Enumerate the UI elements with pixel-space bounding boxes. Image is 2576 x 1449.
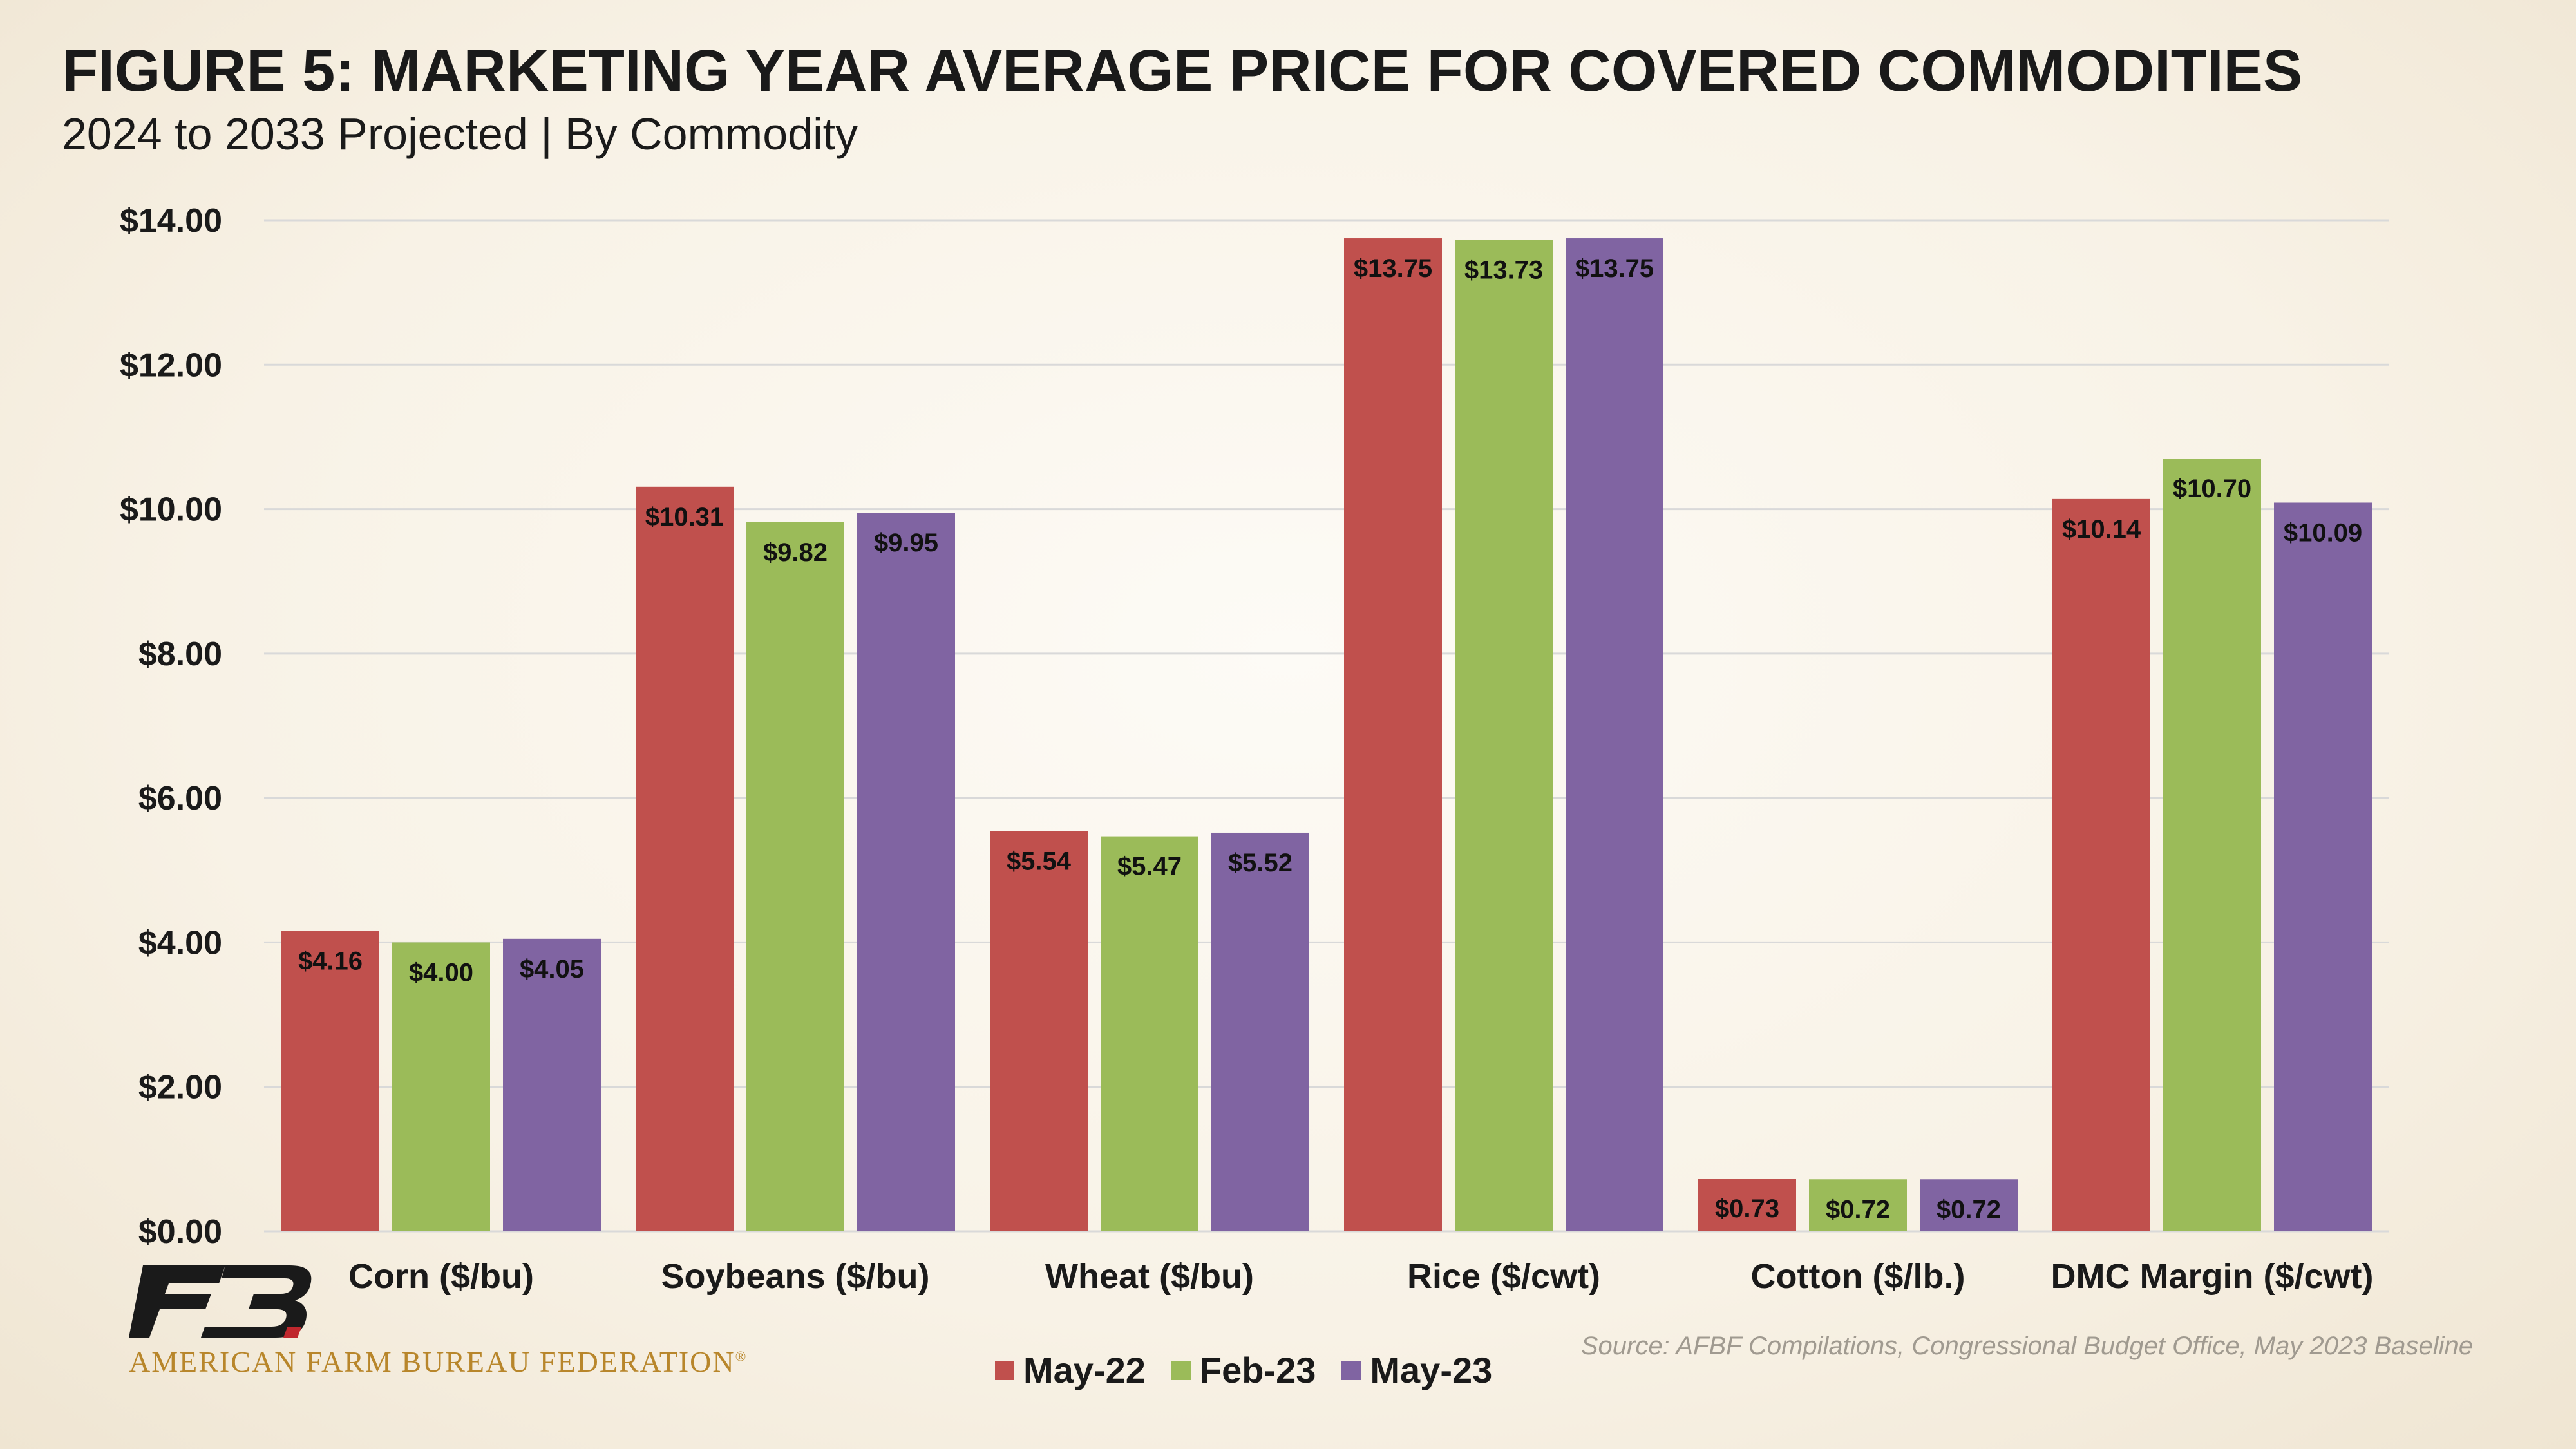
chart-title: FIGURE 5: MARKETING YEAR AVERAGE PRICE F… <box>62 38 2303 104</box>
bar <box>2052 498 2150 1232</box>
data-label: $9.82 <box>763 538 828 567</box>
data-label: $0.73 <box>1715 1195 1779 1223</box>
legend-swatch-may-22 <box>995 1360 1014 1380</box>
data-label: $10.09 <box>2284 518 2362 547</box>
legend-label-may-22: May-22 <box>1023 1350 1146 1390</box>
data-label: $4.00 <box>409 958 473 987</box>
x-tick-label: Cotton ($/lb.) <box>1751 1257 1965 1296</box>
y-tick-label: $4.00 <box>138 924 222 961</box>
bar <box>1101 836 1198 1231</box>
data-label: $9.95 <box>874 529 938 557</box>
data-label: $0.72 <box>1826 1195 1890 1224</box>
data-label: $13.75 <box>1354 254 1432 283</box>
bar <box>1920 1179 2018 1231</box>
data-label: $13.75 <box>1575 254 1654 283</box>
x-tick-label: Corn ($/bu) <box>348 1257 534 1296</box>
y-tick-label: $12.00 <box>120 346 222 384</box>
x-tick-label: DMC Margin ($/cwt) <box>2050 1257 2373 1296</box>
legend-item-feb-23: Feb-23 <box>1171 1349 1316 1391</box>
y-tick-label: $0.00 <box>138 1213 222 1251</box>
data-label: $4.16 <box>298 947 363 975</box>
bar <box>1211 832 1309 1231</box>
x-tick-label: Soybeans ($/bu) <box>661 1257 929 1296</box>
data-labels: $4.16 $4.00 $4.05 $10.31 $9.82 $9.95 $5.54 $5.4… <box>298 254 2362 1224</box>
fb-logo-icon <box>129 1265 312 1338</box>
x-tick-label: Rice ($/cwt) <box>1407 1257 1600 1296</box>
bar <box>636 486 734 1231</box>
bar <box>746 522 844 1232</box>
bar <box>281 931 379 1231</box>
legend-label-feb-23: Feb-23 <box>1199 1350 1316 1390</box>
data-label: $10.31 <box>645 503 724 531</box>
y-tick-label: $6.00 <box>138 780 222 817</box>
legend: May-22 Feb-23 May-23 <box>995 1349 1518 1391</box>
organization-name: AMERICAN FARM BUREAU FEDERATION® <box>129 1345 748 1378</box>
data-label: $5.52 <box>1228 849 1293 877</box>
data-label: $13.73 <box>1464 256 1543 284</box>
bar <box>1344 238 1442 1232</box>
source-note: Source: AFBF Compilations, Congressional… <box>1580 1332 2473 1360</box>
bar <box>503 938 601 1231</box>
legend-swatch-feb-23 <box>1171 1360 1191 1380</box>
bars <box>281 238 2372 1232</box>
bar <box>990 831 1088 1231</box>
data-label: $4.05 <box>520 955 584 983</box>
y-axis-tick-labels: $0.00 $2.00 $4.00 $6.00 $8.00 $10.00 $12.00 $14… <box>120 202 222 1251</box>
data-label: $10.14 <box>2062 515 2141 544</box>
legend-item-may-23: May-23 <box>1341 1349 1492 1391</box>
data-label: $10.70 <box>2173 475 2251 503</box>
bar <box>2274 502 2372 1232</box>
gridlines <box>264 219 2389 1233</box>
data-label: $5.54 <box>1007 848 1072 876</box>
x-axis-category-labels: Corn ($/bu) Soybeans ($/bu) Wheat ($/bu) Ri… <box>348 1257 2373 1296</box>
legend-label-may-23: May-23 <box>1370 1350 1493 1390</box>
bar <box>1455 240 1553 1231</box>
y-tick-label: $8.00 <box>138 636 222 673</box>
x-tick-label: Wheat ($/bu) <box>1045 1257 1254 1296</box>
data-label: $5.47 <box>1117 853 1182 881</box>
bar <box>392 942 490 1231</box>
legend-swatch-may-23 <box>1341 1360 1361 1380</box>
chart-subtitle: 2024 to 2033 Projected | By Commodity <box>62 109 858 159</box>
y-tick-label: $10.00 <box>120 491 222 529</box>
y-tick-label: $14.00 <box>120 202 222 240</box>
data-label: $0.72 <box>1937 1195 2001 1224</box>
bar <box>2163 459 2261 1231</box>
y-tick-label: $2.00 <box>138 1069 222 1106</box>
bar <box>1566 238 1663 1232</box>
bar <box>1698 1179 1796 1231</box>
legend-item-may-22: May-22 <box>995 1349 1146 1391</box>
bar <box>857 513 955 1231</box>
bar <box>1809 1179 1907 1231</box>
